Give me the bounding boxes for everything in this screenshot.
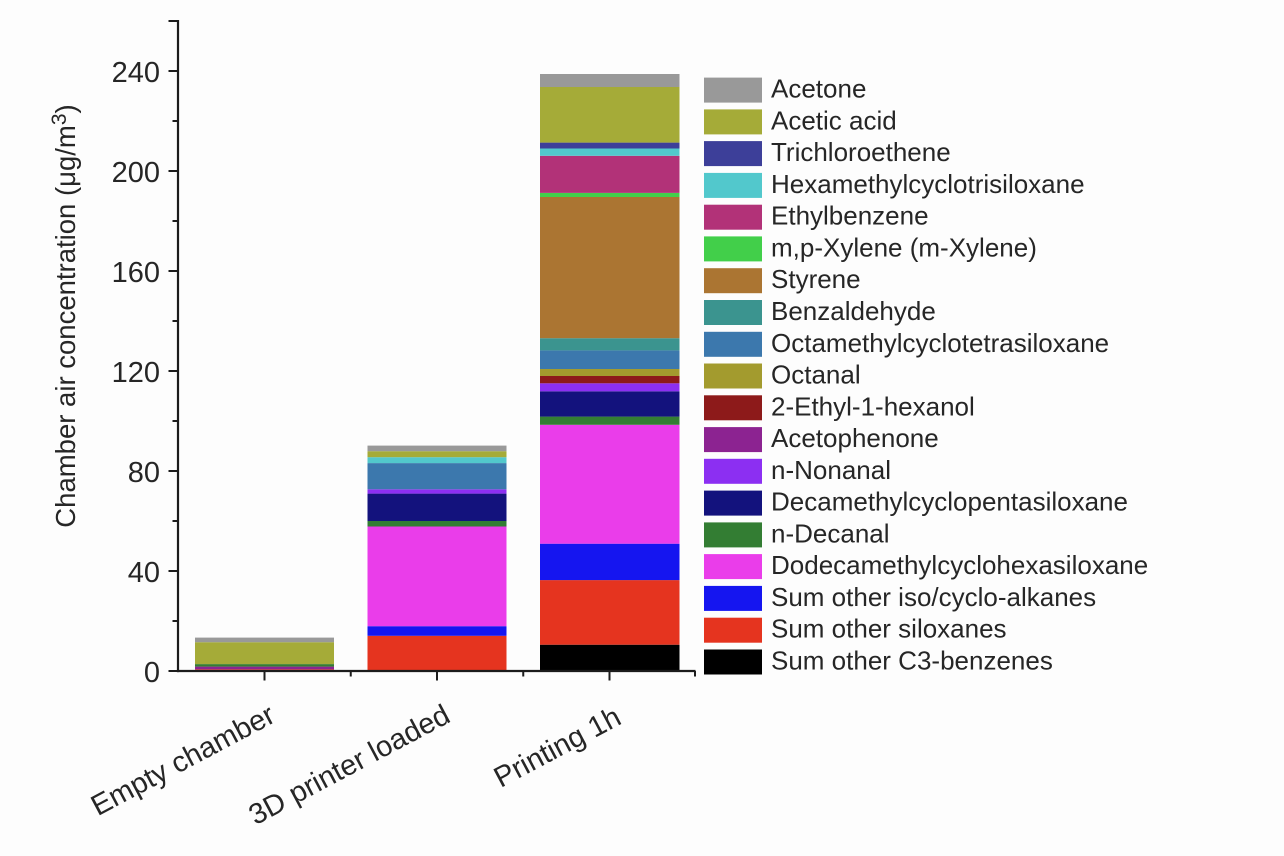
svg-text:Hexamethylcyclotrisiloxane: Hexamethylcyclotrisiloxane bbox=[771, 169, 1085, 199]
svg-text:m,p-Xylene (m-Xylene): m,p-Xylene (m-Xylene) bbox=[771, 232, 1037, 262]
svg-text:Acetic acid: Acetic acid bbox=[771, 105, 897, 135]
svg-text:Acetone: Acetone bbox=[771, 74, 866, 104]
svg-text:Sum other siloxanes: Sum other siloxanes bbox=[771, 614, 1007, 644]
svg-text:Sum other C3-benzenes: Sum other C3-benzenes bbox=[771, 646, 1053, 676]
svg-text:n-Nonanal: n-Nonanal bbox=[771, 455, 891, 485]
svg-text:40: 40 bbox=[128, 557, 160, 589]
svg-text:0: 0 bbox=[144, 657, 160, 689]
svg-text:Dodecamethylcyclohexasiloxane: Dodecamethylcyclohexasiloxane bbox=[771, 550, 1148, 580]
svg-text:Styrene: Styrene bbox=[771, 264, 861, 294]
svg-text:Octamethylcyclotetrasiloxane: Octamethylcyclotetrasiloxane bbox=[771, 328, 1109, 358]
svg-text:Sum other iso/cyclo-alkanes: Sum other iso/cyclo-alkanes bbox=[771, 582, 1096, 612]
svg-text:2-Ethyl-1-hexanol: 2-Ethyl-1-hexanol bbox=[771, 391, 975, 421]
svg-text:120: 120 bbox=[112, 357, 160, 389]
svg-text:160: 160 bbox=[112, 257, 160, 289]
svg-text:Decamethylcyclopentasiloxane: Decamethylcyclopentasiloxane bbox=[771, 487, 1128, 517]
svg-text:Acetophenone: Acetophenone bbox=[771, 423, 939, 453]
svg-text:Octanal: Octanal bbox=[771, 360, 861, 390]
svg-text:Chamber air concentration (μg/: Chamber air concentration (μg/m3) bbox=[48, 104, 81, 527]
svg-text:Benzaldehyde: Benzaldehyde bbox=[771, 296, 936, 326]
svg-text:240: 240 bbox=[112, 57, 160, 89]
svg-text:80: 80 bbox=[128, 457, 160, 489]
svg-text:200: 200 bbox=[112, 157, 160, 189]
svg-text:Ethylbenzene: Ethylbenzene bbox=[771, 201, 929, 231]
svg-text:Trichloroethene: Trichloroethene bbox=[771, 137, 951, 167]
svg-text:n-Decanal: n-Decanal bbox=[771, 518, 890, 548]
